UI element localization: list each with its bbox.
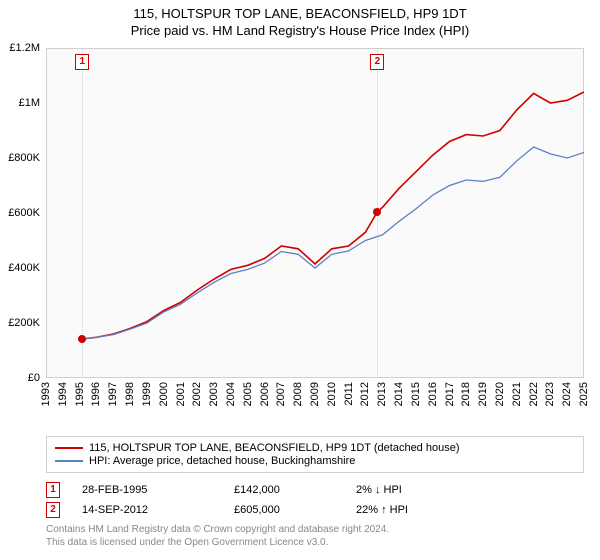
x-tick-label: 2014 (393, 382, 405, 406)
series-line-hpi (82, 147, 584, 339)
marker-dot (373, 208, 381, 216)
marker-number-box: 2 (46, 502, 60, 518)
x-tick-label: 2023 (544, 382, 556, 406)
x-tick-label: 2008 (292, 382, 304, 406)
x-tick-label: 2004 (225, 382, 237, 406)
y-tick-label: £200K (8, 317, 40, 329)
marker-number-box: 1 (46, 482, 60, 498)
series-line-property (82, 92, 584, 339)
x-tick-label: 2025 (578, 382, 590, 406)
y-tick-label: £800K (8, 152, 40, 164)
chart-title-block: 115, HOLTSPUR TOP LANE, BEACONSFIELD, HP… (0, 0, 600, 38)
legend-row: HPI: Average price, detached house, Buck… (55, 455, 575, 467)
marker-pct: 22% ↑ HPI (356, 504, 476, 516)
y-tick-label: £1.2M (9, 42, 40, 54)
legend-row: 115, HOLTSPUR TOP LANE, BEACONSFIELD, HP… (55, 442, 575, 454)
marker-data-rows: 1 28-FEB-1995 £142,000 2% ↓ HPI 2 14-SEP-2012… (46, 478, 584, 522)
x-tick-label: 2006 (259, 382, 271, 406)
x-tick-label: 2021 (511, 382, 523, 406)
footer-line2: This data is licensed under the Open Gov… (46, 537, 584, 550)
marker-pct: 2% ↓ HPI (356, 484, 476, 496)
chart-lines-svg (46, 48, 584, 378)
legend-swatch (55, 460, 83, 462)
marker-box: 2 (370, 54, 384, 70)
marker-dot (78, 335, 86, 343)
x-tick-label: 2024 (561, 382, 573, 406)
x-tick-label: 2009 (309, 382, 321, 406)
x-tick-label: 2003 (208, 382, 220, 406)
y-tick-label: £600K (8, 207, 40, 219)
x-tick-label: 2022 (528, 382, 540, 406)
x-tick-label: 1997 (107, 382, 119, 406)
x-tick-label: 1996 (90, 382, 102, 406)
x-tick-label: 1999 (141, 382, 153, 406)
marker-price: £142,000 (234, 484, 334, 496)
x-tick-label: 2013 (376, 382, 388, 406)
x-tick-label: 2015 (410, 382, 422, 406)
x-tick-label: 2012 (359, 382, 371, 406)
chart-plot-area: 12 (46, 48, 584, 378)
chart-footer: Contains HM Land Registry data © Crown c… (46, 524, 584, 549)
x-tick-label: 2017 (444, 382, 456, 406)
marker-box: 1 (75, 54, 89, 70)
x-tick-label: 2000 (158, 382, 170, 406)
x-tick-label: 1994 (57, 382, 69, 406)
y-tick-label: £400K (8, 262, 40, 274)
legend-label: 115, HOLTSPUR TOP LANE, BEACONSFIELD, HP… (89, 442, 460, 454)
y-tick-label: £1M (19, 97, 40, 109)
y-axis-ticks: £0£200K£400K£600K£800K£1M£1.2M (0, 48, 44, 378)
x-tick-label: 2016 (427, 382, 439, 406)
marker-price: £605,000 (234, 504, 334, 516)
legend-swatch (55, 447, 83, 449)
x-tick-label: 1995 (74, 382, 86, 406)
x-tick-label: 2020 (494, 382, 506, 406)
marker-date: 28-FEB-1995 (82, 484, 212, 496)
chart-title-line1: 115, HOLTSPUR TOP LANE, BEACONSFIELD, HP… (0, 6, 600, 21)
chart-legend: 115, HOLTSPUR TOP LANE, BEACONSFIELD, HP… (46, 436, 584, 473)
x-tick-label: 1998 (124, 382, 136, 406)
x-tick-label: 2001 (175, 382, 187, 406)
x-tick-label: 1993 (40, 382, 52, 406)
x-tick-label: 2010 (326, 382, 338, 406)
y-tick-label: £0 (28, 372, 40, 384)
x-tick-label: 2007 (275, 382, 287, 406)
chart-title-line2: Price paid vs. HM Land Registry's House … (0, 23, 600, 38)
marker-data-row: 1 28-FEB-1995 £142,000 2% ↓ HPI (46, 482, 584, 498)
x-tick-label: 2002 (191, 382, 203, 406)
legend-label: HPI: Average price, detached house, Buck… (89, 455, 355, 467)
x-tick-label: 2019 (477, 382, 489, 406)
x-axis-ticks: 1993199419951996199719981999200020012002… (46, 380, 584, 440)
x-tick-label: 2018 (460, 382, 472, 406)
x-tick-label: 2005 (242, 382, 254, 406)
marker-vline (82, 48, 83, 378)
footer-line1: Contains HM Land Registry data © Crown c… (46, 524, 584, 537)
x-tick-label: 2011 (343, 382, 355, 406)
marker-date: 14-SEP-2012 (82, 504, 212, 516)
marker-data-row: 2 14-SEP-2012 £605,000 22% ↑ HPI (46, 502, 584, 518)
